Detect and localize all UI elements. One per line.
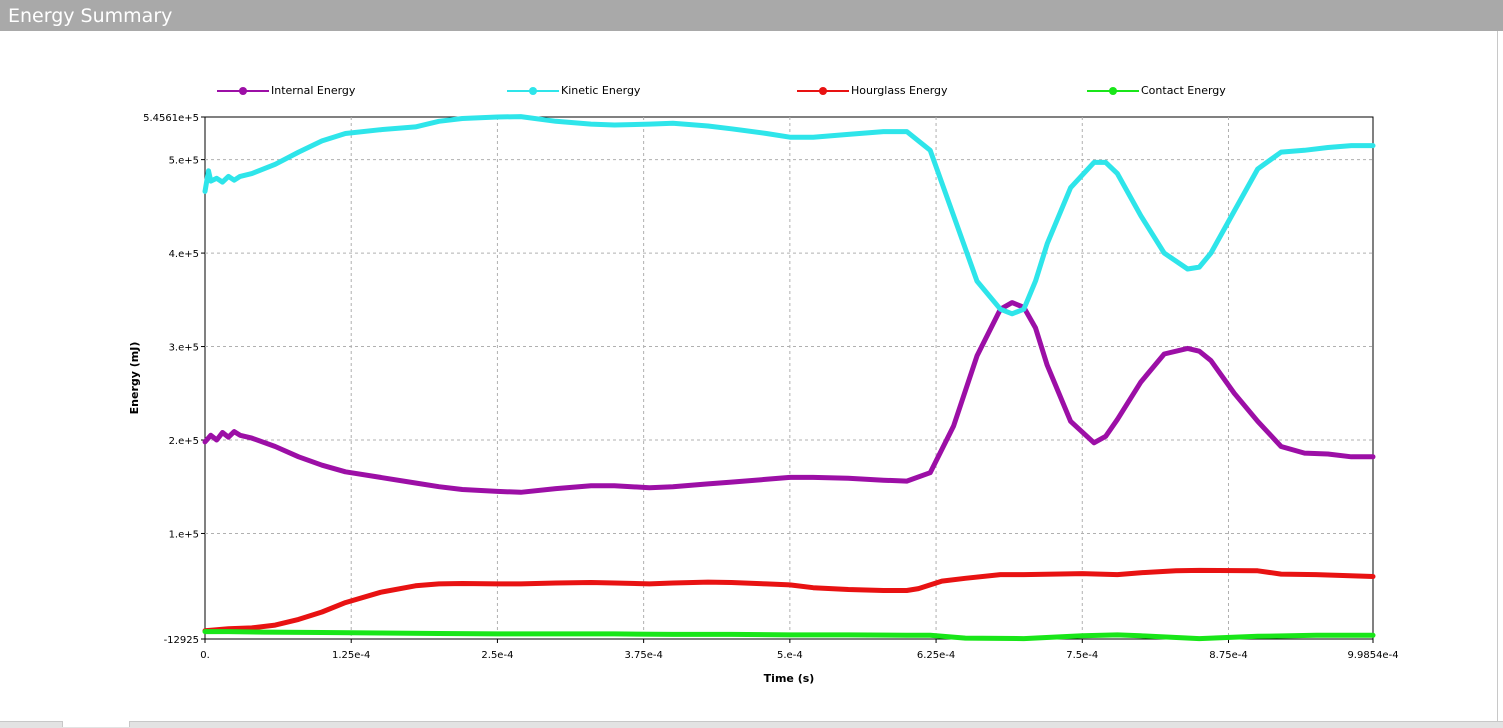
window-titlebar: Energy Summary — [0, 0, 1503, 31]
y-tick-label: 5.4561e+5 — [143, 113, 199, 124]
x-tick-label: 8.75e-4 — [1209, 650, 1247, 661]
x-tick-label: 7.5e-4 — [1066, 650, 1098, 661]
series-line-contact-energy — [202, 629, 1376, 642]
y-tick-label: 5.e+5 — [169, 156, 199, 167]
legend-marker-icon — [819, 87, 827, 95]
y-tick-label: 2.e+5 — [169, 436, 199, 447]
legend-marker-icon — [529, 87, 537, 95]
x-tick-label: 5.e-4 — [777, 650, 803, 661]
series-line-kinetic-energy — [202, 114, 1376, 317]
window-title: Energy Summary — [8, 5, 173, 27]
plot-area — [204, 116, 1374, 640]
legend-label: Internal Energy — [271, 84, 356, 97]
legend-label: Kinetic Energy — [561, 84, 641, 97]
legend-label: Contact Energy — [1141, 84, 1226, 97]
legend-marker-icon — [1109, 87, 1117, 95]
y-tick-label: 3.e+5 — [169, 343, 199, 354]
bottom-tab-strip — [0, 721, 1503, 728]
x-tick-label: 9.9854e-4 — [1347, 650, 1398, 661]
series-line-internal-energy — [202, 300, 1376, 495]
panel-border — [1497, 31, 1498, 721]
bottom-tab[interactable] — [62, 721, 130, 727]
x-tick-label: 1.25e-4 — [332, 650, 370, 661]
x-tick-label: 0. — [200, 650, 210, 661]
x-tick-label: 3.75e-4 — [624, 650, 662, 661]
x-axis-label: Time (s) — [764, 672, 815, 685]
x-tick-label: 2.5e-4 — [481, 650, 513, 661]
y-tick-label: -12925 — [164, 635, 199, 646]
y-axis-label: Energy (mJ) — [128, 342, 141, 415]
legend-label: Hourglass Energy — [851, 84, 948, 97]
y-tick-label: 1.e+5 — [169, 529, 199, 540]
y-tick-label: 4.e+5 — [169, 249, 199, 260]
legend-marker-icon — [239, 87, 247, 95]
series-line-hourglass-energy — [202, 567, 1376, 634]
x-tick-label: 6.25e-4 — [917, 650, 955, 661]
